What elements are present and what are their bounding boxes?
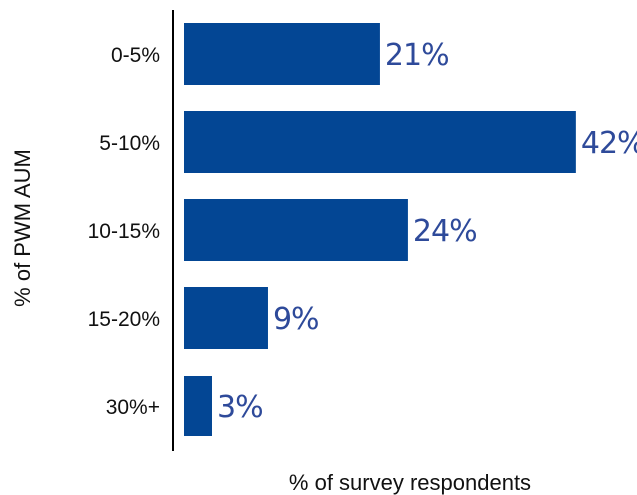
data-label-0-5pct: 21% xyxy=(385,38,449,73)
category-label-15-20pct: 15-20% xyxy=(88,308,160,331)
bar-15-20pct xyxy=(184,287,268,349)
bar-5-10pct xyxy=(184,111,576,173)
category-label-10-15pct: 10-15% xyxy=(88,220,160,243)
category-label-5-10pct: 5-10% xyxy=(99,132,160,155)
category-label-30pctplus: 30%+ xyxy=(106,396,160,419)
data-label-30pctplus: 3% xyxy=(217,390,263,425)
data-label-10-15pct: 24% xyxy=(413,214,477,249)
y-axis-title: % of PWM AUM xyxy=(10,149,35,307)
x-axis-title: % of survey respondents xyxy=(289,470,531,495)
category-labels-group: 0-5% 5-10% 10-15% 15-20% 30%+ xyxy=(88,44,160,419)
bars-group xyxy=(184,23,576,436)
data-label-15-20pct: 9% xyxy=(273,302,319,337)
bar-30pctplus xyxy=(184,376,212,436)
data-label-5-10pct: 42% xyxy=(581,126,637,161)
data-labels-group: 21% 42% 24% 9% 3% xyxy=(217,38,637,425)
bar-10-15pct xyxy=(184,199,408,261)
bar-0-5pct xyxy=(184,23,380,85)
category-label-0-5pct: 0-5% xyxy=(111,44,160,67)
